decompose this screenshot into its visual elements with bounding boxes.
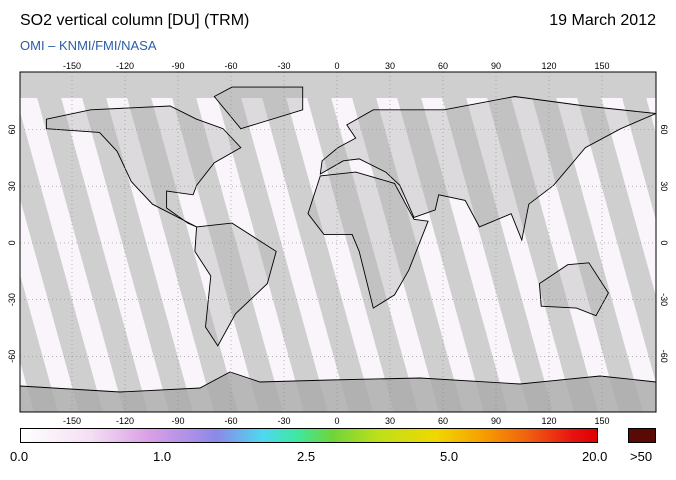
lon-label: 150 — [594, 61, 609, 71]
lat-label: -30 — [659, 293, 669, 306]
lat-label: 30 — [7, 181, 17, 191]
lon-label: -60 — [224, 61, 237, 71]
lon-label: -30 — [277, 416, 290, 426]
orbit-swath — [390, 72, 508, 412]
colorbar-label: 0.0 — [10, 449, 29, 464]
lon-label: -120 — [116, 416, 134, 426]
lat-label: 30 — [659, 181, 669, 191]
orbit-swath — [300, 72, 418, 412]
orbit-swath — [255, 72, 373, 412]
lon-label: 30 — [385, 61, 395, 71]
orbit-swath — [525, 72, 643, 412]
lat-label: 0 — [7, 240, 17, 245]
orbit-swath — [20, 274, 58, 412]
colorbar-label: >50 — [630, 449, 653, 464]
lat-label: -30 — [7, 293, 17, 306]
lon-label: -90 — [171, 416, 184, 426]
orbit-swath — [210, 72, 328, 412]
lat-label: 60 — [659, 124, 669, 134]
lon-label: -120 — [116, 61, 134, 71]
lon-label: 120 — [541, 61, 556, 71]
orbit-swath — [30, 72, 148, 412]
lon-label: 90 — [491, 61, 501, 71]
lon-label: 30 — [385, 416, 395, 426]
lon-label: 120 — [541, 416, 556, 426]
lon-label: 0 — [334, 61, 339, 71]
lon-label: -30 — [277, 61, 290, 71]
orbit-swath — [480, 72, 598, 412]
lon-label: 0 — [334, 416, 339, 426]
colorbar-label: 1.0 — [153, 449, 172, 464]
map-frame — [19, 71, 657, 413]
lon-label: 90 — [491, 416, 501, 426]
orbit-swath — [570, 72, 656, 384]
map-body — [20, 72, 656, 412]
orbit-swath — [120, 72, 238, 412]
orbit-swath — [435, 72, 553, 412]
lon-label: 60 — [438, 61, 448, 71]
orbit-swath — [345, 72, 463, 412]
lon-label: 60 — [438, 416, 448, 426]
orbit-swath — [20, 111, 103, 412]
colorbar-over — [628, 428, 656, 443]
colorbar-label: 20.0 — [582, 449, 608, 464]
orbit-swath — [75, 72, 193, 412]
orbit-swath — [615, 72, 656, 221]
lat-label: 0 — [659, 240, 669, 245]
colorbar-label: 5.0 — [440, 449, 459, 464]
lon-label: -90 — [171, 61, 184, 71]
title: SO2 vertical column [DU] (TRM) — [20, 12, 250, 29]
lon-label: -60 — [224, 416, 237, 426]
lat-label: -60 — [659, 350, 669, 363]
date: 19 March 2012 — [549, 12, 656, 29]
source: OMI – KNMI/FMI/NASA — [20, 38, 157, 53]
colorbar — [20, 428, 598, 443]
coastlines — [20, 86, 656, 412]
lon-label: 150 — [594, 416, 609, 426]
orbit-swath — [165, 72, 283, 412]
lat-label: -60 — [7, 350, 17, 363]
lon-label: -150 — [63, 416, 81, 426]
lon-label: -150 — [63, 61, 81, 71]
lat-label: 60 — [7, 124, 17, 134]
colorbar-label: 2.5 — [297, 449, 316, 464]
